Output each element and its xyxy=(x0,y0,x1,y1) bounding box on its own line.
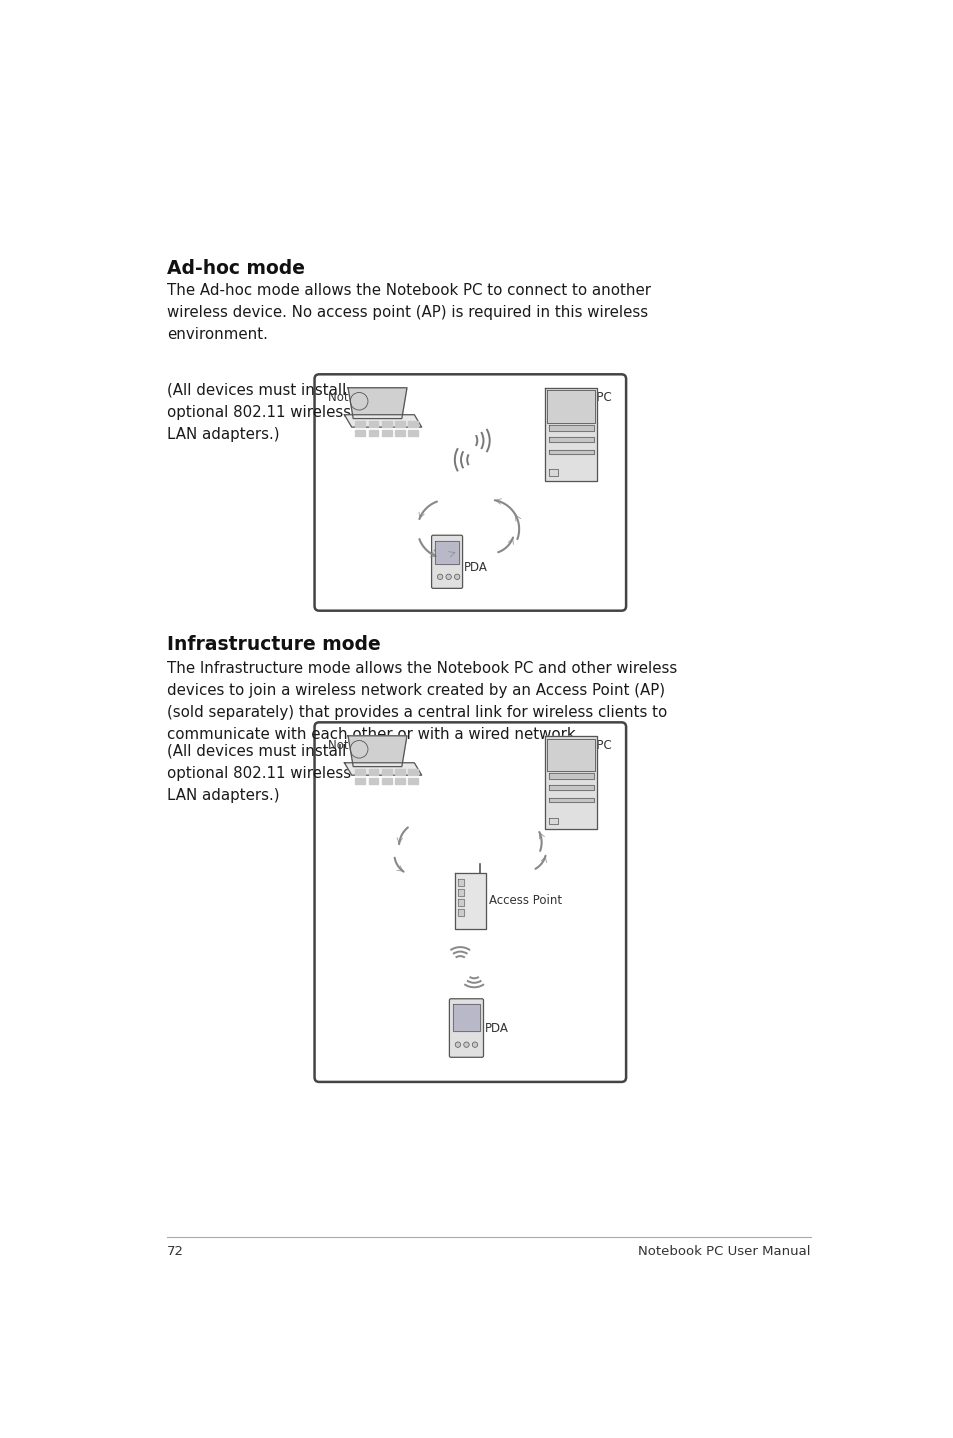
Polygon shape xyxy=(368,430,377,436)
Polygon shape xyxy=(457,880,464,886)
Polygon shape xyxy=(408,421,417,427)
Polygon shape xyxy=(546,391,595,423)
Text: Notebook PC: Notebook PC xyxy=(328,739,403,752)
Polygon shape xyxy=(368,769,377,775)
FancyBboxPatch shape xyxy=(431,535,462,588)
Polygon shape xyxy=(457,899,464,906)
Text: Desktop PC: Desktop PC xyxy=(544,391,612,404)
Text: The Infrastructure mode allows the Notebook PC and other wireless
devices to joi: The Infrastructure mode allows the Noteb… xyxy=(167,660,677,742)
Polygon shape xyxy=(548,469,558,476)
Polygon shape xyxy=(368,778,377,784)
Polygon shape xyxy=(395,778,404,784)
FancyBboxPatch shape xyxy=(449,999,483,1057)
Polygon shape xyxy=(544,388,597,480)
Polygon shape xyxy=(348,388,407,418)
Text: Notebook PC User Manual: Notebook PC User Manual xyxy=(638,1245,810,1258)
Polygon shape xyxy=(368,421,377,427)
FancyBboxPatch shape xyxy=(314,722,625,1081)
Polygon shape xyxy=(548,774,593,779)
Polygon shape xyxy=(548,818,558,824)
Circle shape xyxy=(436,574,442,580)
Polygon shape xyxy=(395,421,404,427)
Polygon shape xyxy=(455,873,485,929)
Polygon shape xyxy=(395,769,404,775)
Circle shape xyxy=(463,1043,469,1047)
Text: Desktop PC: Desktop PC xyxy=(544,739,612,752)
Circle shape xyxy=(445,574,451,580)
Text: PDA: PDA xyxy=(464,561,488,574)
Polygon shape xyxy=(408,778,417,784)
Polygon shape xyxy=(408,430,417,436)
FancyBboxPatch shape xyxy=(314,374,625,611)
Text: PDA: PDA xyxy=(484,1021,508,1034)
Polygon shape xyxy=(355,778,365,784)
Polygon shape xyxy=(544,736,597,828)
Polygon shape xyxy=(548,437,593,441)
Polygon shape xyxy=(344,762,421,775)
Text: 72: 72 xyxy=(167,1245,184,1258)
Polygon shape xyxy=(408,769,417,775)
Polygon shape xyxy=(548,426,593,431)
Circle shape xyxy=(455,1043,460,1047)
Polygon shape xyxy=(548,450,593,454)
Polygon shape xyxy=(381,769,391,775)
Text: The Ad-hoc mode allows the Notebook PC to connect to another
wireless device. No: The Ad-hoc mode allows the Notebook PC t… xyxy=(167,283,651,342)
Polygon shape xyxy=(381,778,391,784)
Text: Infrastructure mode: Infrastructure mode xyxy=(167,634,380,653)
Text: Notebook PC: Notebook PC xyxy=(328,391,403,404)
Polygon shape xyxy=(548,785,593,789)
Circle shape xyxy=(454,574,459,580)
Polygon shape xyxy=(381,430,391,436)
Text: (All devices must install
optional 802.11 wireless
LAN adapters.): (All devices must install optional 802.1… xyxy=(167,383,351,441)
Text: Ad-hoc mode: Ad-hoc mode xyxy=(167,259,305,278)
Polygon shape xyxy=(381,421,391,427)
Polygon shape xyxy=(355,421,365,427)
Polygon shape xyxy=(435,541,458,564)
Polygon shape xyxy=(344,414,421,427)
Circle shape xyxy=(472,1043,477,1047)
Polygon shape xyxy=(355,430,365,436)
Polygon shape xyxy=(453,1004,479,1031)
Polygon shape xyxy=(457,890,464,896)
Text: (All devices must install
optional 802.11 wireless
LAN adapters.): (All devices must install optional 802.1… xyxy=(167,743,351,802)
Text: Access Point: Access Point xyxy=(488,893,561,907)
Polygon shape xyxy=(546,739,595,771)
Polygon shape xyxy=(348,736,407,766)
Polygon shape xyxy=(457,909,464,916)
Polygon shape xyxy=(355,769,365,775)
Polygon shape xyxy=(548,798,593,802)
Polygon shape xyxy=(395,430,404,436)
